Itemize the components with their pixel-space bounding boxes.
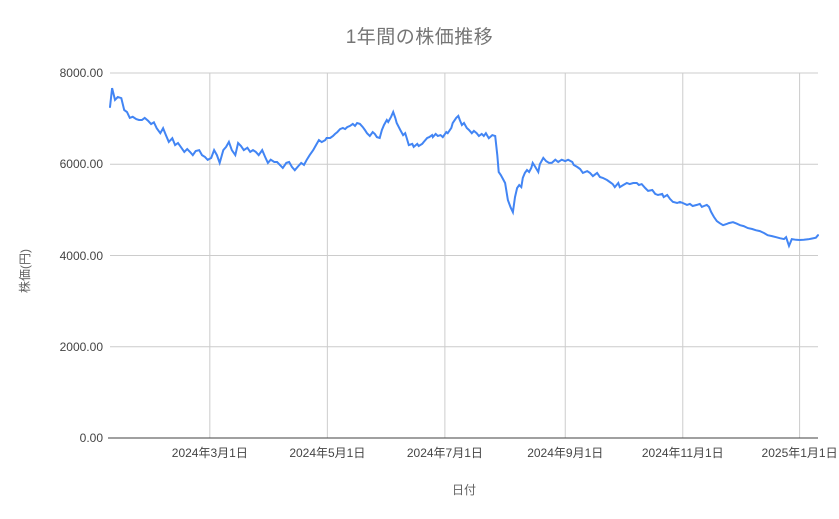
x-tick-label: 2024年11月1日 [641, 446, 724, 460]
chart-title: 1年間の株価推移 [345, 27, 494, 48]
x-tick-label: 2024年3月1日 [171, 446, 248, 460]
y-tick-label: 0.00 [79, 431, 103, 445]
y-tick-label: 8000.00 [59, 66, 103, 80]
x-tick-label: 2024年7月1日 [406, 446, 483, 460]
y-axis-title: 株価(円) [18, 249, 32, 293]
y-tick-label: 4000.00 [59, 248, 103, 263]
y-tick-label: 2000.00 [59, 339, 103, 354]
x-tick-label: 2025年1月1日 [761, 446, 838, 460]
x-tick-label: 2024年5月1日 [289, 446, 366, 460]
x-tick-label: 2024年9月1日 [527, 446, 604, 460]
y-tick-label: 6000.00 [59, 157, 103, 172]
price-line [109, 87, 819, 249]
x-axis-title: 日付 [451, 483, 476, 497]
